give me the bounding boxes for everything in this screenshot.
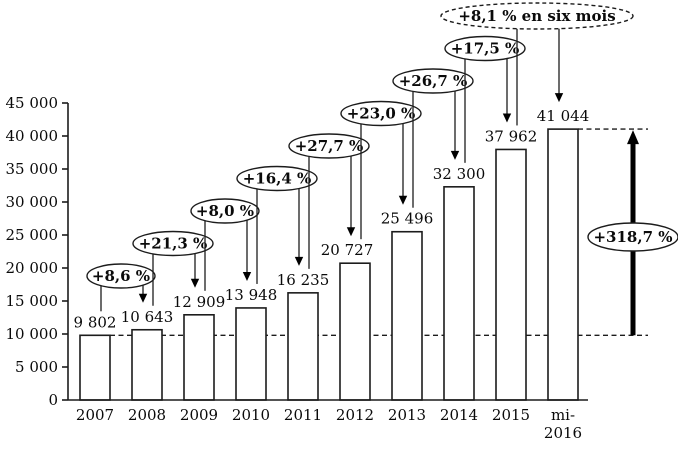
- y-tick-label-6: 30 000: [6, 193, 59, 211]
- y-tick-label-1: 5 000: [15, 358, 58, 376]
- x-tick-label-2010: 2010: [232, 406, 270, 424]
- y-tick-label-0: 0: [48, 391, 58, 409]
- growth-annotation-label-2009: +21,3 %: [139, 235, 208, 253]
- y-tick-label-3: 15 000: [6, 292, 59, 310]
- x-tick-label-2011: 2011: [284, 406, 322, 424]
- bar-2008: [131, 328, 163, 401]
- value-label-2014: 32 300: [433, 165, 486, 183]
- connector-arrowhead-2012: [346, 227, 356, 237]
- growth-annotation-ellipse-2011: [236, 165, 318, 192]
- growth-annotation-ellipse-2010: [190, 198, 260, 224]
- connector-arrowhead-2009: [190, 278, 200, 288]
- y-tick-label-9: 45 000: [6, 94, 59, 112]
- value-label-2013: 25 496: [381, 210, 434, 228]
- y-tick-label-7: 35 000: [6, 160, 59, 178]
- x-tick-label-mi-2016-line2: 2016: [544, 424, 582, 442]
- growth-annotation-ellipse-2013: [340, 100, 422, 127]
- growth-annotation-label-2013: +23,0 %: [347, 105, 416, 123]
- value-label-2007: 9 802: [74, 313, 117, 331]
- connector-arrowhead-2008: [138, 293, 148, 303]
- growth-annotation-ellipse-2009: [132, 230, 214, 257]
- x-tick-label-2015: 2015: [492, 406, 530, 424]
- y-tick-label-5: 25 000: [6, 226, 59, 244]
- growth-annotation-ellipse-2008: [86, 263, 156, 289]
- growth-annotation-ellipse-2012: [288, 133, 370, 159]
- total-growth-annotation-ellipse: [587, 222, 678, 252]
- x-tick-label-2012: 2012: [336, 406, 374, 424]
- growth-annotation-ellipse-2015: [444, 35, 526, 62]
- growth-annotation-label-2015: +17,5 %: [451, 40, 520, 58]
- value-label-mi-2016: 41 044: [537, 107, 590, 125]
- connector-arrowhead-2015: [502, 113, 512, 123]
- total-growth-annotation-label: +318,7 %: [593, 228, 672, 246]
- growth-annotation-label-2011: +16,4 %: [243, 170, 312, 188]
- growth-annotation-label-2012: +27,7 %: [295, 137, 364, 155]
- x-tick-label-2013: 2013: [388, 406, 426, 424]
- y-tick-label-8: 40 000: [6, 127, 59, 145]
- connector-arrowhead-2013: [398, 195, 408, 205]
- value-label-2009: 12 909: [173, 293, 226, 311]
- bar-2009: [183, 314, 215, 401]
- connector-arrowhead-2014: [450, 150, 460, 160]
- x-tick-label-2009: 2009: [180, 406, 218, 424]
- bar-2012: [339, 262, 371, 401]
- bar-2010: [235, 307, 267, 401]
- connector-arrowhead-2011: [294, 256, 304, 266]
- bar-2007: [79, 334, 111, 401]
- y-tick-label-2: 10 000: [6, 325, 59, 343]
- value-label-2008: 10 643: [121, 308, 174, 326]
- bar-2014: [443, 186, 475, 401]
- value-label-2015: 37 962: [485, 127, 538, 145]
- connector-arrowhead-2010: [242, 271, 252, 281]
- bar-mi-2016: [547, 128, 579, 401]
- growth-annotation-label-mi-2016: +8,1 % en six mois: [458, 7, 615, 25]
- growth-annotation-ellipse-2014: [392, 68, 474, 94]
- x-tick-label-2007: 2007: [76, 406, 114, 424]
- value-label-2012: 20 727: [321, 241, 374, 259]
- value-label-2010: 13 948: [225, 286, 278, 304]
- growth-annotation-label-2014: +26,7 %: [399, 72, 468, 90]
- growth-annotation-label-2008: +8,6 %: [92, 267, 150, 285]
- x-tick-label-2008: 2008: [128, 406, 166, 424]
- y-tick-label-4: 20 000: [6, 259, 59, 277]
- total-growth-arrowhead: [627, 130, 639, 145]
- bar-2013: [391, 230, 423, 401]
- x-tick-label-mi-2016-line1: mi-: [551, 406, 575, 424]
- growth-annotation-label-2010: +8,0 %: [196, 202, 254, 220]
- connector-arrowhead-mi-2016: [554, 93, 564, 103]
- bar-2011: [287, 292, 319, 401]
- bar-2015: [495, 148, 527, 401]
- growth-annotation-ellipse-mi-2016: [440, 2, 634, 30]
- value-label-2011: 16 235: [277, 271, 330, 289]
- x-tick-label-2014: 2014: [440, 406, 478, 424]
